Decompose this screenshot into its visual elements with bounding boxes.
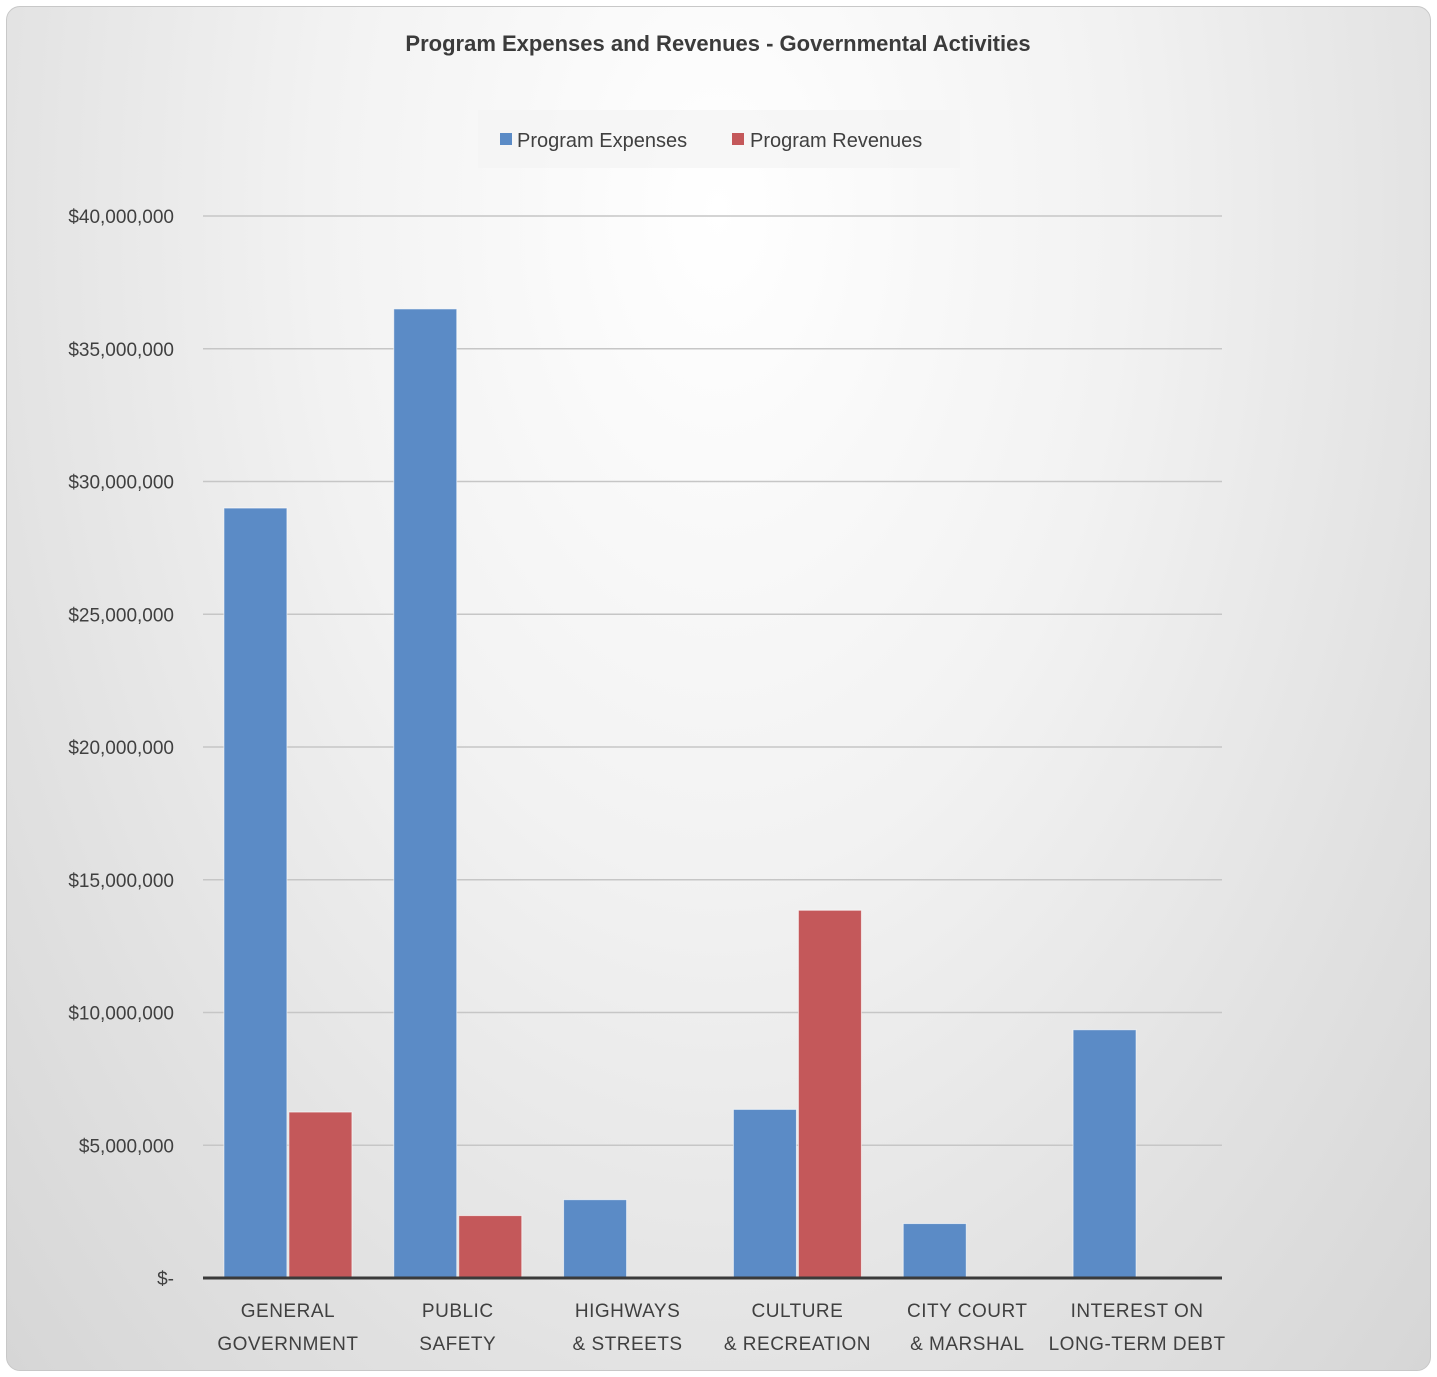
x-tick-label: & STREETS (573, 1334, 683, 1355)
x-tick-label: SAFETY (419, 1334, 496, 1355)
bar-expenses (563, 1199, 628, 1279)
y-tick-label: $30,000,000 (68, 473, 174, 494)
bar-expenses (902, 1223, 967, 1279)
legend-swatch-0 (500, 133, 512, 145)
legend-swatch-1 (732, 133, 744, 145)
bar-revenues (458, 1215, 523, 1279)
legend-box (478, 110, 960, 168)
y-tick-label: $40,000,000 (68, 207, 174, 228)
y-tick-label: $15,000,000 (68, 871, 174, 892)
legend-label-0: Program Expenses (517, 130, 687, 152)
x-tick-label: PUBLIC (422, 1301, 494, 1322)
x-tick-label: CITY COURT (907, 1301, 1027, 1322)
y-tick-label: $- (157, 1269, 174, 1290)
y-tick-label: $25,000,000 (68, 605, 174, 626)
x-tick-label: & MARSHAL (910, 1334, 1024, 1355)
chart-title: Program Expenses and Revenues - Governme… (405, 31, 1030, 56)
bar-expenses (223, 507, 288, 1279)
x-tick-label: GOVERNMENT (217, 1334, 358, 1355)
legend-label-1: Program Revenues (750, 130, 922, 152)
y-tick-label: $20,000,000 (68, 738, 174, 759)
x-tick-label: GENERAL (241, 1301, 335, 1322)
bar-expenses (732, 1108, 797, 1279)
bar-revenues (288, 1111, 353, 1279)
x-tick-label: & RECREATION (724, 1334, 871, 1355)
bar-expenses (1072, 1029, 1137, 1279)
y-tick-label: $35,000,000 (68, 340, 174, 361)
x-tick-label: INTEREST ON (1071, 1301, 1204, 1322)
bar-expenses (393, 308, 458, 1279)
bar-revenues (797, 909, 862, 1279)
x-tick-label: CULTURE (752, 1301, 844, 1322)
x-tick-label: HIGHWAYS (575, 1301, 680, 1322)
y-tick-label: $5,000,000 (79, 1136, 174, 1157)
y-tick-label: $10,000,000 (68, 1004, 174, 1025)
x-tick-label: LONG-TERM DEBT (1049, 1334, 1226, 1355)
